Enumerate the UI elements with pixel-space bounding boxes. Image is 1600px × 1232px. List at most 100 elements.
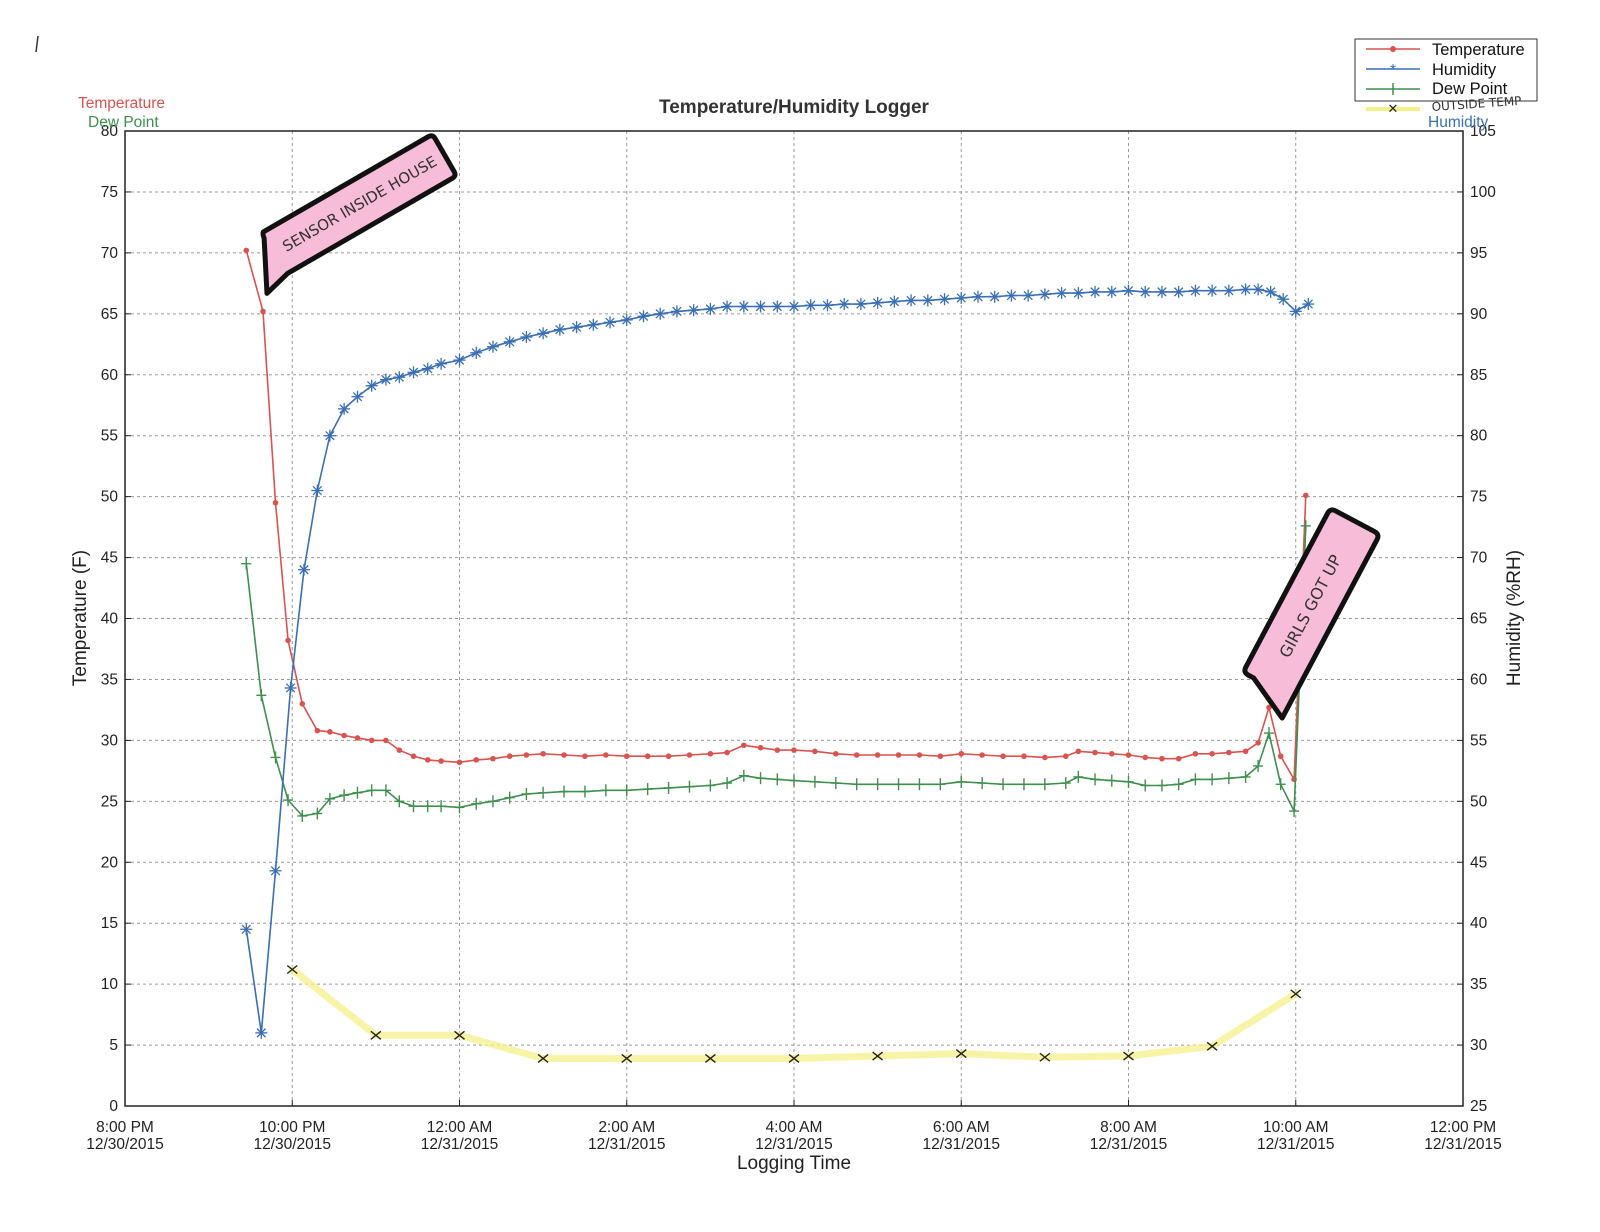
data-point-dew-point (1253, 759, 1264, 772)
legend: Temperature * Humidity Dew Point ✕ OUTSI… (1354, 38, 1538, 116)
data-point-humidity (604, 316, 617, 329)
y-tick-label-right: 105 (1470, 123, 1496, 140)
y-tick-label-left: 10 (101, 976, 119, 993)
data-point-temperature (540, 750, 546, 757)
data-point-outside-temp (1290, 989, 1302, 999)
legend-dew-point-label: Dew Point (1432, 80, 1508, 98)
data-point-humidity (486, 340, 499, 353)
data-point-humidity (1239, 283, 1252, 296)
data-point-temperature (1209, 750, 1215, 757)
y-tick-label-right: 30 (1470, 1037, 1488, 1054)
data-point-temperature (774, 747, 781, 753)
y-tick-label-right: 100 (1470, 184, 1496, 201)
y-tick-label-right: 55 (1470, 732, 1487, 749)
data-point-dew-point (893, 778, 904, 791)
data-point-humidity (323, 429, 336, 442)
data-point-humidity (255, 1026, 268, 1039)
legend-humidity-label: Humidity (1432, 61, 1497, 79)
legend-item-humidity: * Humidity (1366, 61, 1497, 79)
x-tick-date: 12/31/2015 (1424, 1136, 1502, 1153)
data-point-outside-temp (370, 1030, 382, 1040)
data-point-temperature (561, 752, 567, 758)
data-point-temperature (644, 753, 651, 760)
data-point-outside-temp (537, 1053, 549, 1064)
x-tick-label: 8:00 PM (96, 1119, 154, 1136)
series-temperature (243, 247, 1309, 783)
data-point-temperature (383, 737, 389, 744)
data-point-temperature (603, 752, 609, 758)
y-tick-label-left: 45 (101, 550, 118, 567)
data-point-dew-point (1018, 778, 1029, 791)
data-point-dew-point (241, 557, 252, 570)
data-point-humidity (1139, 285, 1152, 298)
data-point-dew-point (487, 795, 498, 808)
data-point-outside-temp (286, 964, 298, 975)
data-point-temperature (582, 753, 588, 760)
y-tick-label-right: 40 (1470, 915, 1488, 932)
y-tick-label-left: 20 (101, 854, 119, 871)
data-point-humidity (754, 300, 767, 313)
y-tick-label-left: 55 (101, 428, 118, 445)
data-point-humidity (365, 379, 378, 392)
data-point-humidity (687, 304, 700, 317)
x-axis-label: Logging Time (737, 1153, 851, 1174)
data-point-humidity (421, 362, 434, 375)
chart-title: Temperature/Humidity Logger (659, 97, 930, 118)
grid (125, 131, 1463, 1106)
data-point-temperature (724, 749, 730, 756)
data-point-temperature (523, 752, 530, 758)
y-tick-label-left: 50 (101, 489, 119, 506)
y-tick-label-right: 85 (1470, 367, 1487, 384)
data-point-humidity (1302, 298, 1315, 311)
data-point-humidity (338, 402, 351, 415)
data-point-humidity (737, 300, 750, 313)
data-point-temperature (895, 752, 902, 758)
data-point-temperature (1075, 748, 1082, 755)
data-point-humidity (1155, 285, 1168, 298)
data-point-outside-temp (1206, 1041, 1218, 1051)
data-point-outside-temp (1123, 1051, 1134, 1061)
data-point-outside-temp (704, 1053, 716, 1064)
data-point-dew-point (1156, 779, 1167, 792)
y-tick-label-right: 80 (1470, 428, 1488, 445)
data-point-humidity (407, 366, 420, 379)
series-dew-point (241, 519, 1311, 822)
data-point-outside-temp (621, 1053, 633, 1064)
data-point-outside-temp (872, 1051, 884, 1061)
data-point-dew-point (998, 778, 1009, 791)
data-point-temperature (327, 729, 333, 735)
data-point-dew-point (352, 786, 363, 799)
data-point-humidity (1122, 284, 1135, 297)
legend-item-temperature: Temperature (1366, 41, 1525, 59)
series-line-humidity (245, 288, 1310, 1034)
data-point-humidity (804, 299, 817, 312)
y-tick-label-left: 5 (109, 1037, 118, 1054)
data-point-dew-point (1173, 778, 1184, 791)
data-point-humidity (1277, 293, 1290, 306)
data-point-dew-point (521, 788, 532, 800)
data-point-temperature (707, 750, 714, 757)
data-point-temperature (623, 753, 630, 760)
data-point-temperature (424, 757, 431, 763)
data-point-dew-point (422, 800, 433, 813)
data-point-dew-point (324, 792, 335, 805)
data-point-humidity (1172, 285, 1185, 298)
data-point-humidity (721, 300, 734, 313)
data-point-dew-point (283, 794, 294, 807)
data-point-dew-point (851, 778, 862, 791)
data-point-dew-point (1060, 777, 1071, 790)
y-tick-label-left: 65 (101, 306, 118, 323)
data-point-temperature (1302, 492, 1309, 499)
data-point-dew-point (394, 795, 405, 808)
x-tick-date: 12/30/2015 (253, 1136, 331, 1153)
data-point-outside-temp (788, 1053, 800, 1064)
legend-temperature-label: Temperature (1432, 41, 1525, 59)
data-point-humidity (955, 291, 968, 304)
data-point-temperature (874, 752, 881, 758)
data-point-temperature (490, 755, 496, 762)
data-point-temperature (979, 752, 985, 758)
data-point-temperature (1226, 749, 1232, 756)
data-point-temperature (1125, 752, 1132, 758)
data-point-dew-point (312, 807, 323, 820)
data-point-dew-point (956, 775, 967, 788)
